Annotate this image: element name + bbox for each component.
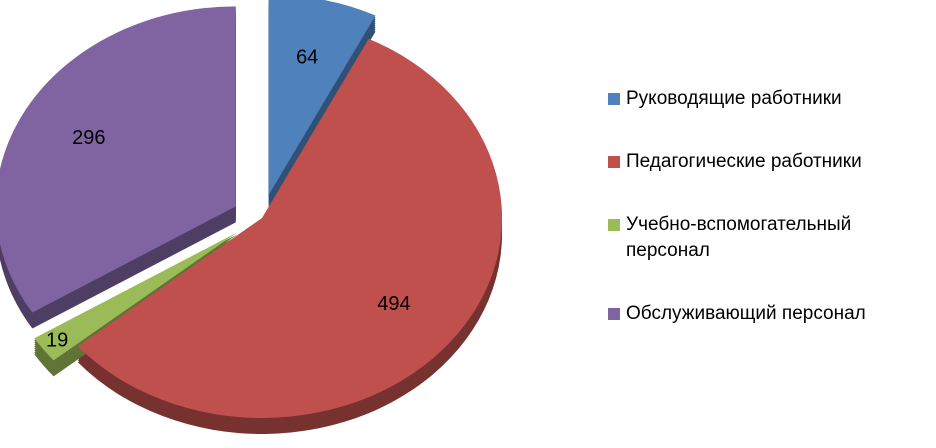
legend-item: Педагогические работники — [606, 149, 928, 175]
slice — [268, 0, 376, 195]
legend-swatch — [608, 219, 620, 231]
legend-item: Учебно-вспомогательный персонал — [606, 212, 928, 264]
legend-swatch — [608, 93, 620, 105]
legend-label: Педагогические работники — [626, 151, 862, 172]
legend-label: Руководящие работники — [626, 88, 842, 109]
chart: 64 494 19 296 — [0, 0, 503, 434]
legend-label: Обслуживающий персонал — [626, 303, 866, 324]
legend-swatch — [608, 156, 620, 168]
slice — [77, 38, 502, 418]
slice — [34, 232, 238, 361]
legend-label: Учебно-вспомогательный персонал — [626, 214, 852, 261]
data-label: 64 — [296, 47, 318, 69]
data-label: 19 — [46, 330, 68, 352]
data-label: 494 — [377, 293, 410, 315]
legend: Руководящие работники Педагогические рабо… — [606, 86, 928, 364]
slice — [0, 6, 236, 313]
data-label: 296 — [72, 127, 105, 149]
legend-item: Руководящие работники — [606, 86, 928, 112]
legend-swatch — [608, 308, 620, 320]
legend-item: Обслуживающий персонал — [606, 301, 928, 327]
